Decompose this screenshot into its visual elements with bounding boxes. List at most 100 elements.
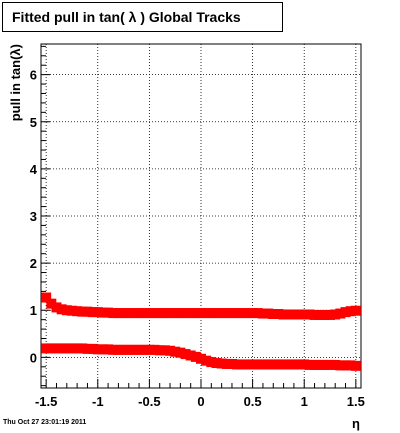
- data-point: [144, 344, 155, 355]
- data-point: [165, 308, 176, 319]
- data-point: [304, 359, 315, 370]
- data-point: [325, 309, 336, 320]
- data-point: [113, 344, 124, 355]
- data-point: [82, 306, 93, 317]
- data-point: [190, 308, 201, 319]
- data-point: [263, 359, 274, 370]
- data-point: [335, 360, 346, 371]
- data-point: [257, 359, 268, 370]
- data-point: [123, 308, 134, 319]
- data-point: [175, 347, 186, 358]
- y-tick-label: 5: [30, 115, 37, 130]
- x-tick-label: -1: [92, 394, 104, 409]
- data-point: [330, 309, 341, 320]
- data-point: [123, 344, 134, 355]
- y-tick-label: 6: [30, 68, 37, 83]
- data-point: [226, 308, 237, 319]
- data-point: [273, 309, 284, 320]
- data-point: [211, 358, 222, 369]
- data-points: [41, 292, 361, 371]
- data-point: [242, 359, 253, 370]
- data-point: [51, 302, 62, 313]
- data-point: [288, 359, 299, 370]
- data-point: [345, 360, 356, 371]
- data-point: [46, 343, 57, 354]
- data-point: [206, 357, 217, 368]
- data-point: [196, 308, 206, 319]
- data-point: [97, 307, 108, 318]
- data-point: [294, 359, 305, 370]
- data-point: [247, 308, 258, 319]
- data-point: [221, 358, 232, 369]
- data-point: [350, 360, 361, 371]
- data-point: [196, 353, 206, 364]
- data-point: [118, 344, 129, 355]
- data-point: [51, 343, 62, 354]
- footer-date: Thu Oct 27 23:01:19 2011: [3, 419, 87, 426]
- data-point: [278, 359, 289, 370]
- data-point: [185, 308, 196, 319]
- data-point: [77, 343, 88, 354]
- data-point: [263, 308, 274, 319]
- data-point: [165, 345, 176, 356]
- data-point: [159, 308, 170, 319]
- data-point: [206, 308, 217, 319]
- data-point: [314, 309, 325, 320]
- data-point: [309, 309, 320, 320]
- x-tick-label: 0.5: [244, 394, 262, 409]
- data-point: [232, 359, 243, 370]
- y-tick-label: 1: [30, 303, 37, 318]
- data-point: [226, 358, 237, 369]
- y-axis-title: pull in tan(λ): [8, 44, 23, 121]
- data-point: [304, 309, 315, 320]
- y-tick-label: 4: [30, 162, 38, 177]
- data-point: [309, 359, 320, 370]
- data-point: [201, 308, 212, 319]
- data-point: [175, 308, 186, 319]
- data-point: [180, 349, 191, 360]
- data-point: [66, 343, 77, 354]
- data-point: [170, 346, 181, 357]
- x-tick-label: -1.5: [35, 394, 57, 409]
- data-point: [201, 355, 212, 366]
- data-point: [134, 308, 145, 319]
- data-point: [273, 359, 284, 370]
- data-point: [154, 345, 165, 356]
- data-point: [294, 309, 305, 320]
- x-tick-label: 0: [197, 394, 204, 409]
- data-point: [340, 360, 351, 371]
- data-point: [283, 309, 294, 320]
- data-point: [113, 308, 124, 319]
- x-tick-label: 1: [301, 394, 308, 409]
- data-point: [221, 308, 232, 319]
- data-point: [92, 344, 103, 355]
- tick-labels: -1.5 -1 -0.5 0 0.5 1 1.5 0 1 2 3 4 5 6: [30, 68, 365, 409]
- data-point: [319, 309, 330, 320]
- data-point: [46, 298, 57, 309]
- data-point: [41, 343, 52, 354]
- data-point: [118, 308, 129, 319]
- data-point: [41, 292, 52, 303]
- data-point: [335, 308, 346, 319]
- data-point: [232, 308, 243, 319]
- data-point: [56, 343, 67, 354]
- data-point: [149, 308, 160, 319]
- data-point: [185, 350, 196, 361]
- data-point: [330, 359, 341, 370]
- data-point: [56, 304, 67, 315]
- data-point: [350, 305, 361, 316]
- data-point: [314, 359, 325, 370]
- y-tick-label: 0: [30, 350, 37, 365]
- data-point: [278, 309, 289, 320]
- data-point: [159, 345, 170, 356]
- chart-title: Fitted pull in tan( λ ) Global Tracks: [2, 2, 283, 32]
- data-point: [149, 344, 160, 355]
- data-point: [252, 308, 263, 319]
- x-axis-title: η: [352, 416, 360, 431]
- data-point: [134, 344, 145, 355]
- data-point: [108, 344, 119, 355]
- data-point: [128, 308, 139, 319]
- data-point: [340, 307, 351, 318]
- y-tick-label: 2: [30, 256, 37, 271]
